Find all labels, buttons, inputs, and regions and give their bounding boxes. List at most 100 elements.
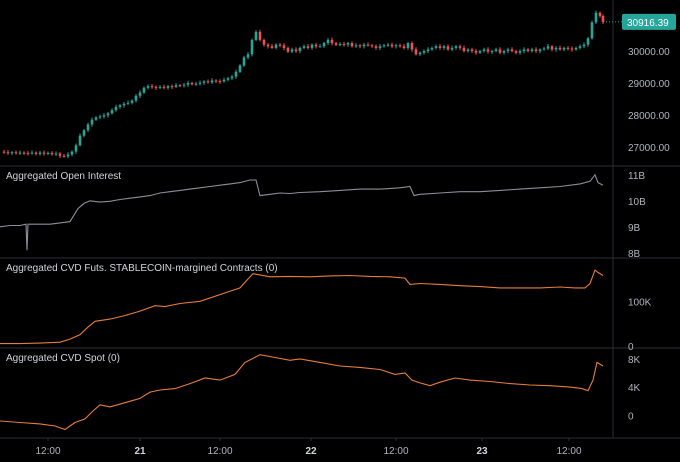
candle-body bbox=[338, 44, 342, 46]
candle-body bbox=[358, 45, 362, 47]
candle-body bbox=[438, 46, 442, 48]
candle-body bbox=[50, 152, 54, 155]
candle-body bbox=[598, 12, 602, 16]
candle-body bbox=[202, 81, 206, 83]
candle-body bbox=[86, 124, 90, 131]
candle-body bbox=[342, 44, 346, 46]
price-axis-tick-label: 28000.00 bbox=[628, 111, 670, 122]
candle-body bbox=[594, 12, 598, 23]
x-axis-label: 12:00 bbox=[207, 446, 232, 457]
candle-body bbox=[226, 78, 230, 80]
candle-body bbox=[462, 47, 466, 52]
candle-body bbox=[134, 95, 138, 101]
axis-tick-label: 8B bbox=[628, 249, 641, 260]
candle-body bbox=[82, 130, 86, 136]
candle-body bbox=[98, 116, 102, 118]
candle-body bbox=[558, 47, 562, 50]
candle-body bbox=[22, 152, 26, 154]
candle-body bbox=[442, 46, 446, 48]
candle-body bbox=[234, 71, 238, 77]
series-line bbox=[0, 269, 604, 345]
candle-body bbox=[370, 45, 374, 47]
candle-body bbox=[510, 49, 514, 52]
candle-body bbox=[514, 51, 518, 53]
candle-body bbox=[2, 151, 6, 153]
candle-body bbox=[530, 49, 534, 52]
candle-body bbox=[314, 44, 318, 47]
candle-body bbox=[278, 44, 282, 46]
candle-body bbox=[66, 154, 70, 157]
candle-body bbox=[422, 51, 426, 53]
candle-body bbox=[334, 43, 338, 45]
candle-body bbox=[502, 51, 506, 53]
candle-body bbox=[274, 44, 278, 48]
candle-body bbox=[54, 153, 58, 155]
candle-body bbox=[254, 31, 258, 40]
axis-tick-label: 9B bbox=[628, 223, 641, 234]
candle-body bbox=[446, 46, 450, 50]
last-price-badge bbox=[622, 13, 676, 30]
candle-body bbox=[490, 51, 494, 53]
pane-cvd-futures: Aggregated CVD Futs. STABLECOIN-margined… bbox=[0, 263, 652, 353]
x-axis-label: 12:00 bbox=[35, 446, 60, 457]
candle-body bbox=[154, 86, 158, 88]
price-axis-tick-label: 29000.00 bbox=[628, 79, 670, 90]
x-axis: 12:00 21 12:00 22 12:00 23 12:00 bbox=[35, 438, 582, 457]
candle-body bbox=[242, 57, 246, 66]
candle-body bbox=[534, 49, 538, 52]
axis-tick-label: 0 bbox=[628, 411, 634, 422]
candle-body bbox=[18, 152, 22, 154]
candle-body bbox=[478, 51, 482, 53]
candle-body bbox=[162, 86, 166, 88]
candle-body bbox=[586, 38, 590, 45]
candle-body bbox=[430, 47, 434, 50]
candle-body bbox=[74, 145, 78, 152]
axis-tick-label: 10B bbox=[628, 197, 646, 208]
candle-body bbox=[398, 45, 402, 47]
candle-body bbox=[138, 92, 142, 96]
series-line bbox=[0, 173, 604, 251]
candle-body bbox=[382, 45, 386, 47]
candle-body bbox=[238, 65, 242, 72]
candle-body bbox=[158, 86, 162, 88]
candle-body bbox=[250, 39, 254, 55]
candle-body bbox=[378, 46, 382, 48]
price-axis-tick-label: 30000.00 bbox=[628, 47, 670, 58]
candle-body bbox=[574, 47, 578, 50]
candle-body bbox=[330, 39, 334, 44]
candle-body bbox=[562, 47, 566, 50]
axis-tick-label: 4K bbox=[628, 383, 641, 394]
candle-body bbox=[58, 153, 62, 156]
pane-cvd-spot: Aggregated CVD Spot (0) 8K 4K 0 bbox=[0, 353, 641, 431]
candle-body bbox=[390, 44, 394, 47]
candle-body bbox=[166, 86, 170, 88]
x-axis-label: 23 bbox=[476, 446, 488, 457]
candle-body bbox=[518, 51, 522, 53]
candle-body bbox=[450, 47, 454, 50]
candle-body bbox=[426, 49, 430, 52]
candle-body bbox=[506, 49, 510, 52]
candle-body bbox=[414, 49, 418, 55]
candle-body bbox=[498, 49, 502, 53]
x-axis-label: 12:00 bbox=[556, 446, 581, 457]
last-price-label: 30916.39 bbox=[627, 18, 669, 29]
candle-body bbox=[30, 152, 34, 154]
candle-body bbox=[90, 119, 94, 125]
x-axis-label: 21 bbox=[134, 446, 146, 457]
pane-title: Aggregated CVD Futs. STABLECOIN-margined… bbox=[6, 263, 278, 274]
candle-body bbox=[546, 46, 550, 49]
candle-body bbox=[298, 47, 302, 52]
candle-body bbox=[302, 46, 306, 48]
candle-body bbox=[458, 46, 462, 48]
candle-body bbox=[538, 49, 542, 52]
pane-open-interest: Aggregated Open Interest 11B 10B 9B 8B bbox=[0, 171, 646, 260]
candle-body bbox=[262, 39, 266, 45]
candle-body bbox=[386, 44, 390, 46]
pane-title: Aggregated CVD Spot (0) bbox=[6, 353, 120, 364]
candle-body bbox=[118, 105, 122, 107]
candle-body bbox=[418, 52, 422, 55]
axis-tick-label: 11B bbox=[628, 171, 645, 182]
candle-body bbox=[306, 46, 310, 48]
candle-body bbox=[106, 113, 110, 116]
candle-body bbox=[70, 151, 74, 155]
